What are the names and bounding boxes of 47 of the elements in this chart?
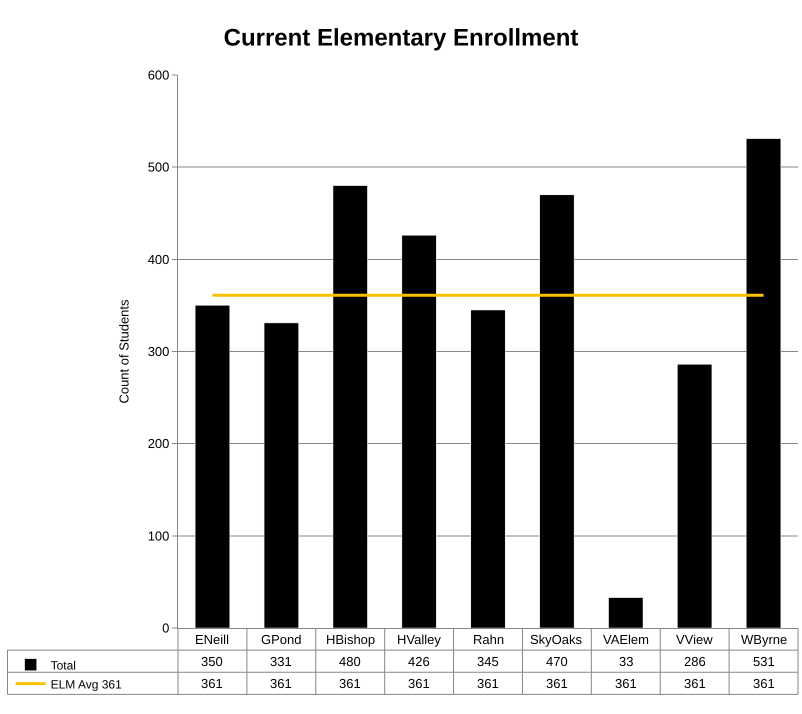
x-tick-label: HValley (397, 632, 442, 647)
data-label: 361 (684, 676, 706, 691)
data-label: 361 (201, 676, 223, 691)
legend-label: Total (50, 658, 76, 672)
data-label: 531 (753, 654, 775, 669)
y-tick-label: 0 (162, 620, 170, 636)
x-tick-label: SkyOaks (530, 632, 583, 647)
bar (539, 194, 574, 628)
data-label: 286 (684, 654, 706, 669)
data-label: 426 (408, 654, 430, 669)
x-tick-label: HBishop (326, 632, 376, 647)
bar (194, 305, 230, 628)
x-tick-label: GPond (261, 632, 302, 647)
data-label: 33 (619, 654, 634, 669)
x-tick-label: Rahn (473, 632, 504, 647)
data-label: 361 (408, 676, 430, 691)
y-tick-label: 400 (148, 252, 170, 267)
legend-label: ELM Avg 361 (50, 677, 122, 692)
bar (677, 364, 712, 628)
x-tick-label: VAElem (603, 632, 649, 647)
data-label: 361 (546, 676, 568, 691)
y-axis-title: Count of Students (116, 298, 132, 404)
y-tick-label: 300 (148, 344, 170, 360)
x-tick-label: ENeill (195, 632, 230, 647)
bar (402, 235, 437, 628)
data-label: 331 (270, 654, 292, 669)
data-label: 361 (339, 676, 361, 691)
data-label: 361 (753, 676, 775, 691)
data-label: 361 (615, 676, 637, 691)
y-tick-label: 200 (148, 436, 170, 452)
chart-title: Current Elementary Enrollment (224, 24, 578, 52)
y-tick-label: 100 (148, 528, 170, 544)
data-label: 361 (270, 676, 292, 691)
bar (332, 185, 368, 628)
y-tick-label: 600 (148, 68, 170, 83)
data-label: 480 (339, 654, 361, 669)
bar (470, 310, 506, 628)
x-tick-label: WByrne (741, 632, 788, 647)
data-label: 350 (201, 654, 223, 669)
data-label: 470 (546, 654, 568, 669)
data-label: 361 (477, 676, 499, 691)
bar (264, 322, 299, 628)
bar (608, 597, 644, 628)
y-tick-label: 500 (148, 160, 170, 175)
data-label: 345 (477, 654, 499, 669)
x-tick-label: VView (676, 632, 714, 647)
bar (746, 138, 782, 628)
